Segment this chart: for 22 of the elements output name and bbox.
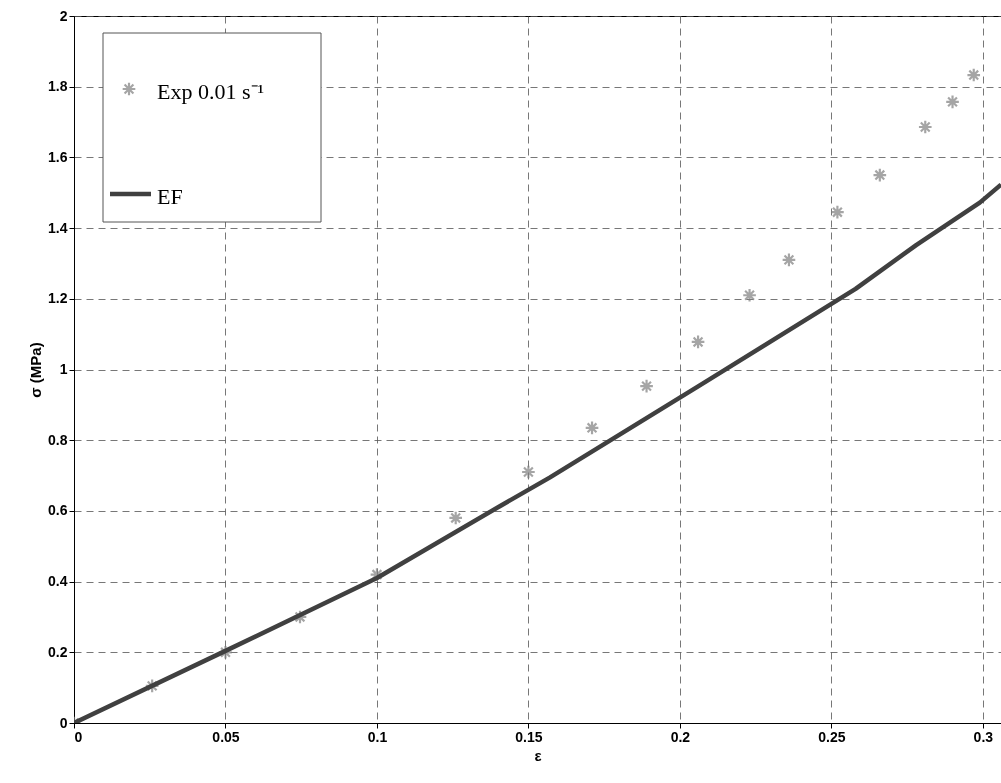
y-tick-label: 0.6 [48,502,68,519]
x-tick-label: 0.25 [818,728,846,745]
legend-label: Exp 0.01 s⁻¹ [157,79,265,104]
y-tick-label: 1 [59,361,68,377]
x-tick-label: 0.3 [973,728,994,745]
y-axis-title: σ (MPa) [27,342,45,398]
x-tick-label: 0.05 [212,728,240,745]
x-tick-label: 0.1 [367,728,388,745]
x-tick-label: 0.15 [515,728,543,745]
y-tick-label: 1.2 [48,290,68,307]
y-tick-label: 1.8 [48,78,68,95]
y-tick-label: 1.4 [48,219,68,236]
y-tick-label: 0.2 [48,643,68,660]
x-tick-label: 0.2 [670,728,691,745]
y-tick-label: 0.4 [48,573,68,590]
y-tick-label: 2 [59,7,68,24]
y-tick-label: 0.8 [48,431,68,448]
y-tick-label: 1.6 [48,148,68,165]
x-axis-title: ε [534,746,542,764]
x-tick-label: 0 [74,728,83,745]
y-tick-label: 0 [59,714,68,731]
legend-label: EF [157,184,183,209]
